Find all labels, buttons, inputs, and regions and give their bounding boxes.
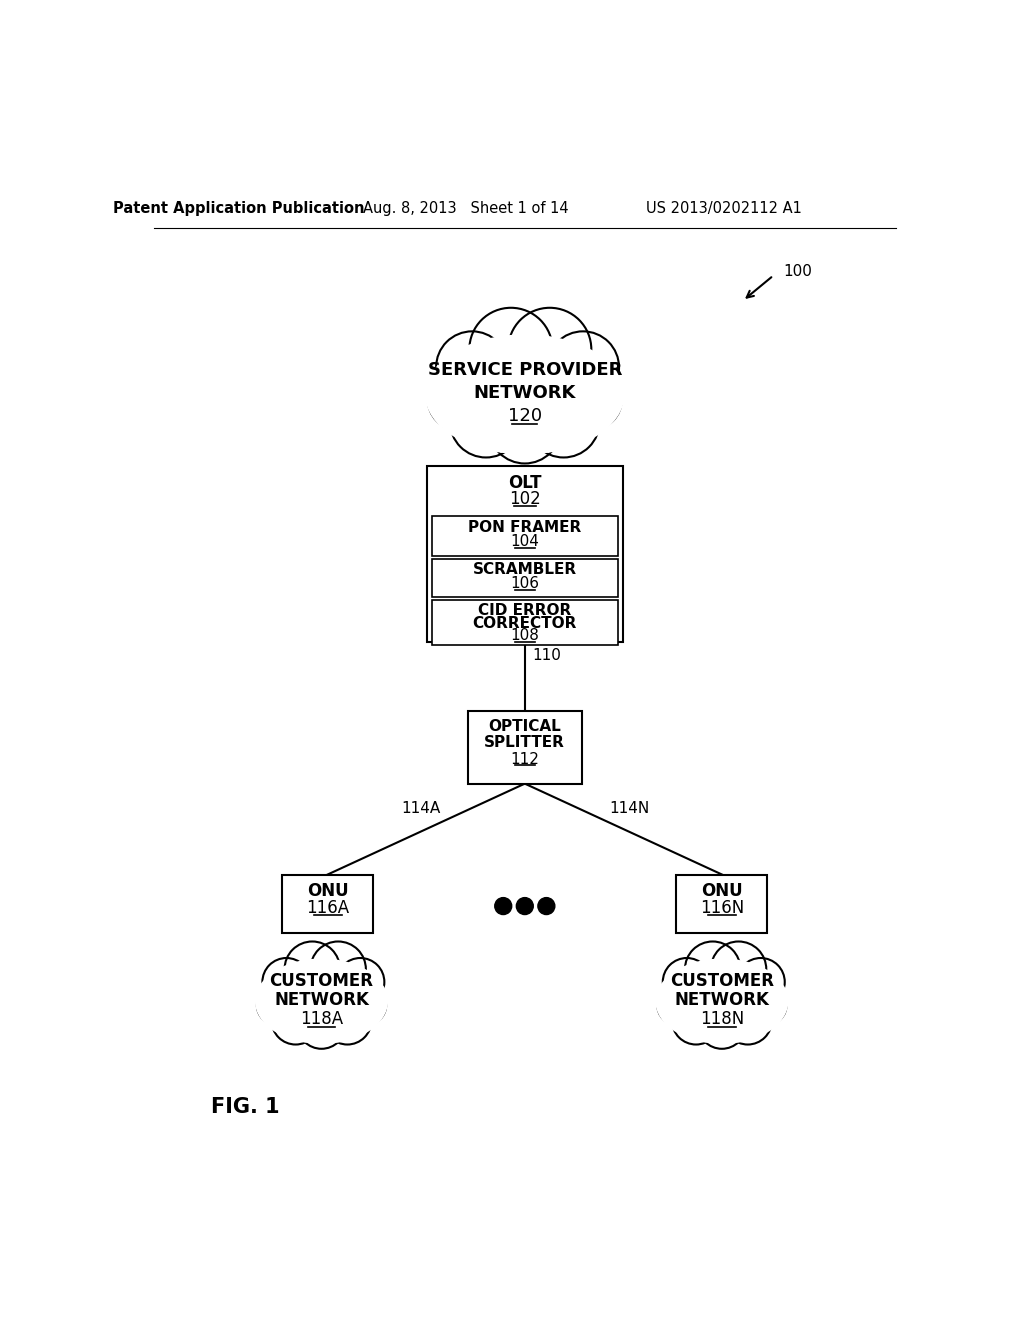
Circle shape (450, 385, 522, 458)
Text: CID ERROR: CID ERROR (478, 603, 571, 618)
Text: NETWORK: NETWORK (675, 991, 769, 1008)
Circle shape (436, 331, 508, 404)
Text: 112: 112 (510, 751, 540, 767)
Text: 118A: 118A (300, 1010, 343, 1028)
Text: ONU: ONU (307, 883, 348, 900)
Circle shape (336, 958, 384, 1006)
Circle shape (262, 958, 310, 1006)
Text: CUSTOMER: CUSTOMER (269, 972, 374, 990)
Circle shape (745, 985, 786, 1026)
Circle shape (527, 385, 600, 458)
Text: SCRAMBLER: SCRAMBLER (473, 562, 577, 577)
Circle shape (711, 941, 766, 997)
Circle shape (657, 985, 698, 1026)
Text: 100: 100 (783, 264, 812, 279)
Ellipse shape (412, 322, 638, 466)
Circle shape (538, 898, 555, 915)
Text: 120: 120 (508, 408, 542, 425)
Circle shape (561, 368, 622, 430)
FancyBboxPatch shape (427, 466, 623, 642)
Text: PON FRAMER: PON FRAMER (468, 520, 582, 536)
Text: 116A: 116A (306, 899, 349, 917)
FancyBboxPatch shape (432, 516, 617, 556)
Circle shape (428, 368, 488, 430)
Circle shape (257, 985, 298, 1026)
Text: 110: 110 (532, 648, 561, 664)
Text: SPLITTER: SPLITTER (484, 734, 565, 750)
Text: OPTICAL: OPTICAL (488, 719, 561, 734)
Text: 106: 106 (510, 576, 540, 591)
Ellipse shape (425, 334, 625, 454)
Circle shape (508, 308, 591, 391)
Circle shape (469, 308, 553, 391)
Ellipse shape (246, 950, 397, 1052)
Ellipse shape (255, 958, 388, 1044)
Circle shape (495, 898, 512, 915)
Circle shape (736, 958, 784, 1006)
FancyBboxPatch shape (468, 711, 582, 784)
Circle shape (672, 997, 720, 1044)
Text: 108: 108 (510, 628, 540, 643)
FancyBboxPatch shape (283, 874, 373, 933)
Circle shape (285, 941, 340, 997)
Circle shape (663, 958, 711, 1006)
Text: 102: 102 (509, 490, 541, 508)
Ellipse shape (655, 958, 788, 1044)
Circle shape (488, 392, 561, 463)
FancyBboxPatch shape (432, 601, 617, 645)
Circle shape (298, 1001, 345, 1049)
Text: OLT: OLT (508, 474, 542, 492)
Text: 104: 104 (510, 535, 540, 549)
Circle shape (271, 997, 319, 1044)
Text: Aug. 8, 2013   Sheet 1 of 14: Aug. 8, 2013 Sheet 1 of 14 (362, 201, 568, 216)
Circle shape (324, 997, 372, 1044)
Text: CUSTOMER: CUSTOMER (670, 972, 774, 990)
Circle shape (698, 1001, 745, 1049)
Text: SERVICE PROVIDER: SERVICE PROVIDER (428, 362, 622, 379)
Ellipse shape (646, 950, 798, 1052)
Circle shape (724, 997, 772, 1044)
Text: Patent Application Publication: Patent Application Publication (113, 201, 365, 216)
Text: NETWORK: NETWORK (274, 991, 369, 1008)
Text: 114A: 114A (400, 801, 440, 817)
FancyBboxPatch shape (432, 558, 617, 597)
Text: 114N: 114N (609, 801, 649, 817)
Text: 116N: 116N (699, 899, 744, 917)
Circle shape (345, 985, 386, 1026)
Text: CORRECTOR: CORRECTOR (473, 616, 577, 631)
Text: ONU: ONU (701, 883, 742, 900)
FancyBboxPatch shape (677, 874, 767, 933)
Text: NETWORK: NETWORK (474, 384, 575, 403)
Text: 118N: 118N (699, 1010, 744, 1028)
Circle shape (685, 941, 740, 997)
Circle shape (516, 898, 534, 915)
Text: FIG. 1: FIG. 1 (211, 1097, 280, 1117)
Circle shape (310, 941, 366, 997)
Text: US 2013/0202112 A1: US 2013/0202112 A1 (645, 201, 802, 216)
Circle shape (547, 331, 620, 404)
